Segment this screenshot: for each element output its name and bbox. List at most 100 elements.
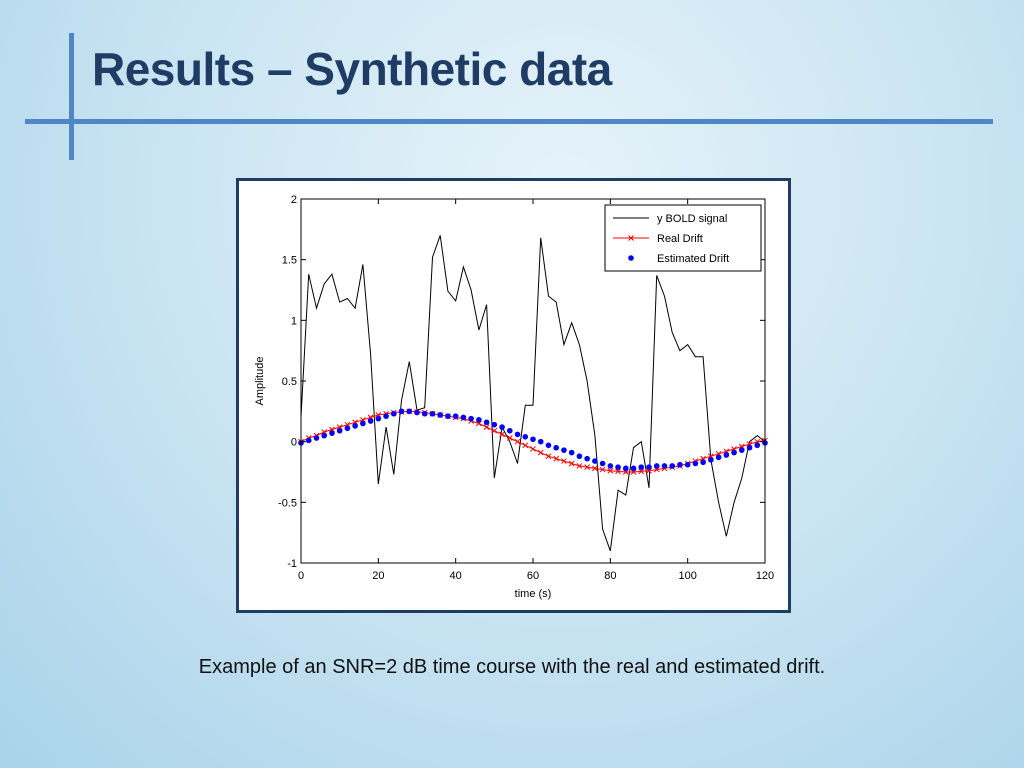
y-tick-label: 2 [291,194,297,206]
real-drift-marker [592,465,598,472]
title-accent-vertical-bar [69,33,74,160]
x-tick-label: 100 [678,570,696,582]
estimated-drift-point [708,457,714,463]
estimated-drift-point [375,415,382,422]
estimated-drift-point [754,442,761,449]
estimated-drift-point [607,463,614,469]
x-tick-label: 40 [450,570,462,582]
legend-label: y BOLD signal [657,213,727,225]
estimated-drift-point [391,410,397,417]
real-drift-marker [522,442,529,449]
estimated-drift-point [723,452,730,458]
estimated-drift-point [615,464,621,470]
legend-entry: Estimated Drift [628,253,729,265]
real-drift-marker [545,453,552,460]
series-2 [298,408,768,472]
real-drift-marker [599,466,606,473]
estimated-drift-point [661,463,668,469]
estimated-drift-point [677,461,683,468]
x-tick-label: 60 [527,570,539,582]
estimated-drift-point [646,464,652,470]
estimated-drift-point [522,434,529,440]
real-drift-marker [537,449,544,456]
legend-real-marker [628,235,634,241]
estimated-drift-point [468,415,474,422]
estimated-drift-point [406,408,413,415]
real-drift-marker [568,460,575,467]
estimated-drift-point [367,418,374,424]
estimated-drift-point [584,455,590,462]
estimated-drift-point [329,430,335,436]
estimated-drift-point [507,427,513,434]
x-tick-label: 20 [372,570,384,582]
estimated-drift-point [537,438,544,445]
estimated-drift-point [623,465,629,472]
real-drift-marker [506,435,513,441]
estimated-drift-point [731,449,737,456]
chart-svg: 0 20 40 60 80 100 120 -1 -0.5 0 0.5 1 1.5 2 time (s) Am… [254,194,774,600]
y-tick-label: -0.5 [278,497,297,509]
chart-frame: 0 20 40 60 80 100 120 -1 -0.5 0 0.5 1 1.5 2 time (s) Am… [236,178,791,613]
estimated-drift-point [360,420,366,427]
estimated-drift-point [561,447,567,453]
title-accent-horizontal-bar [25,119,993,124]
x-tick-label: 120 [756,570,774,582]
real-drift-marker [530,446,536,452]
chart-caption: Example of an SNR=2 dB time course with … [198,656,826,678]
estimated-drift-point [692,460,699,467]
estimated-drift-point [305,437,312,444]
estimated-drift-point [514,431,521,438]
estimated-drift-point [352,423,358,429]
y-tick-label: -1 [287,558,297,570]
legend-label: Real Drift [657,233,703,245]
real-drift-marker [615,468,621,475]
estimated-drift-point [599,460,606,467]
estimated-drift-point [414,409,420,416]
bold-signal-line [300,235,766,552]
series-1 [298,408,768,475]
y-tick-label: 1 [291,315,297,327]
estimated-drift-point [592,458,598,464]
estimated-drift-point [421,410,428,417]
y-tick-label: 0 [291,437,297,449]
estimated-drift-point [321,432,327,439]
real-drift-marker [638,468,645,475]
estimated-drift-point [700,459,706,466]
real-drift-marker [584,464,590,471]
estimated-drift-point [669,463,675,469]
real-drift-marker [483,424,490,430]
x-tick-label: 80 [604,570,616,582]
x-axis-label: time (s) [515,588,552,600]
real-drift-marker [607,467,614,474]
estimated-drift-point [383,413,389,419]
legend-label: Estimated Drift [657,253,729,265]
estimated-drift-point [739,447,745,453]
estimated-drift-point [445,413,451,419]
estimated-drift-point [576,453,583,460]
estimated-drift-point [452,413,459,419]
estimated-drift-point [715,454,722,461]
estimated-drift-point [630,465,637,472]
estimated-drift-point [437,412,443,418]
estimated-drift-point [746,444,753,451]
estimated-drift-point [530,436,536,443]
estimated-drift-point [491,421,498,428]
legend-entry: y BOLD signal [613,213,727,225]
estimated-drift-point [398,408,405,415]
estimated-drift-point [499,424,505,430]
estimated-drift-point [460,414,467,421]
real-drift-marker [499,431,505,438]
y-tick-label: 0.5 [282,376,297,388]
legend-entry: Real Drift [613,233,703,245]
real-drift-marker [561,458,567,464]
estimated-drift-point [638,464,645,470]
real-drift-marker [514,438,521,445]
y-tick-label: 1.5 [282,255,297,267]
estimated-drift-point [344,425,351,432]
estimated-drift-point [553,444,559,451]
estimated-drift-point [483,419,490,426]
estimated-drift-point [336,427,343,434]
slide-title: Results – Synthetic data [92,43,612,95]
estimated-drift-point [313,435,320,441]
estimated-drift-point [429,410,436,417]
